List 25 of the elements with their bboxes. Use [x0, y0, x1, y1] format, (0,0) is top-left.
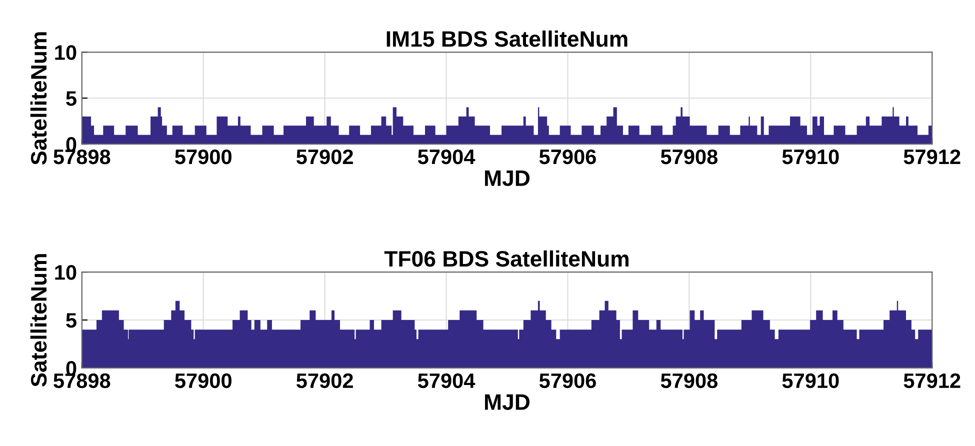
- x-tick-label: 57906: [539, 373, 596, 388]
- y-axis-title: SatelliteNum: [30, 254, 47, 387]
- x-axis-title: MJD: [485, 170, 530, 186]
- y-tick-label: 5: [66, 91, 76, 106]
- x-tick-label: 57906: [539, 149, 596, 164]
- x-tick-label: 57902: [296, 149, 353, 164]
- y-tick-label: 5: [66, 313, 76, 328]
- x-tick-label: 57904: [418, 373, 476, 388]
- x-tick-label: 57898: [54, 149, 110, 164]
- x-tick-label: 57910: [782, 373, 839, 388]
- y-tick-label: 10: [55, 45, 76, 60]
- x-tick-label: 57908: [660, 373, 718, 388]
- x-tick-label: 57912: [904, 149, 960, 164]
- chart-title: TF06 BDS SatelliteNum: [384, 250, 628, 267]
- x-tick-label: 57908: [660, 149, 718, 164]
- x-tick-label: 57902: [296, 373, 353, 388]
- x-tick-label: 57912: [904, 373, 960, 388]
- y-tick-label: 10: [55, 265, 76, 280]
- x-tick-label: 57910: [782, 149, 839, 164]
- x-tick-label: 57904: [418, 149, 476, 164]
- chart-title: IM15 BDS SatelliteNum: [386, 30, 628, 47]
- x-tick-label: 57900: [175, 373, 232, 388]
- y-axis-title: SatelliteNum: [30, 32, 47, 165]
- x-tick-label: 57900: [175, 149, 232, 164]
- x-axis-title: MJD: [485, 394, 530, 410]
